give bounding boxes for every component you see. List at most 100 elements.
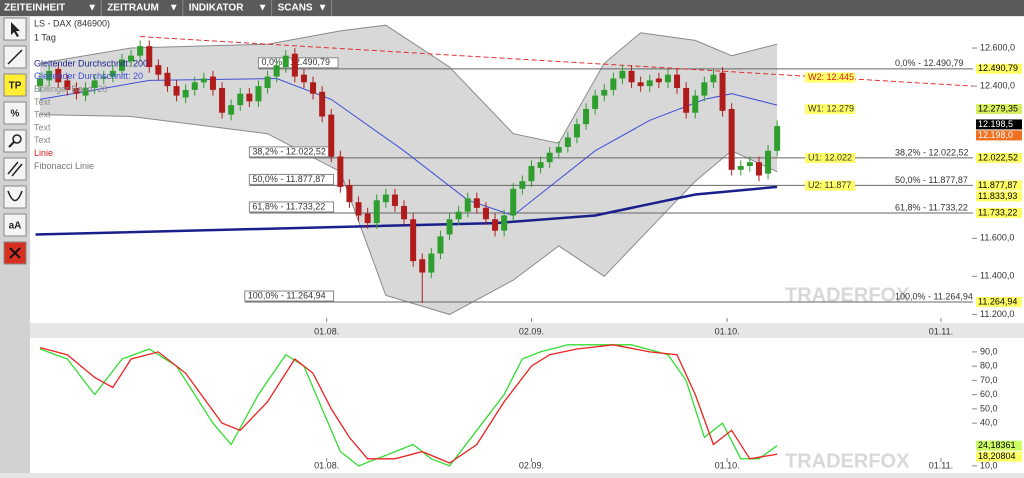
tool-percent[interactable] bbox=[3, 101, 27, 125]
watermark: TRADERFOX bbox=[785, 284, 910, 306]
price-tag-label: 11.877,87 bbox=[978, 180, 1017, 190]
candle-body bbox=[546, 152, 553, 163]
level-box bbox=[805, 180, 855, 191]
candle-body bbox=[273, 65, 280, 77]
candle-body bbox=[674, 74, 681, 88]
y-tick-label: 40,0 bbox=[980, 418, 998, 428]
level-box bbox=[805, 104, 855, 115]
delete-icon bbox=[9, 247, 21, 259]
menu-arrow: ▼ bbox=[169, 3, 179, 14]
legend-entry: Text bbox=[34, 122, 51, 132]
candle-body bbox=[73, 87, 80, 94]
candle-body bbox=[765, 150, 772, 174]
bollinger-upper bbox=[39, 24, 778, 144]
candle-body bbox=[246, 93, 253, 102]
x-tick-label: 01.08. bbox=[314, 460, 339, 470]
tool-search[interactable] bbox=[3, 129, 27, 153]
candle-body bbox=[710, 74, 717, 83]
candle-body bbox=[482, 207, 489, 220]
y-tick-label: 12.600,0 bbox=[980, 42, 1015, 52]
channel-icon bbox=[7, 161, 23, 177]
level-label: U1: 12.022 bbox=[808, 152, 852, 162]
price-tag-label: 11.264,94 bbox=[978, 296, 1017, 306]
price-tag-label: 11.833,93 bbox=[978, 191, 1017, 201]
price-tag bbox=[976, 440, 1022, 451]
y-tick-label: 50,0 bbox=[980, 403, 998, 413]
x-tick-label: 02.09. bbox=[519, 326, 544, 336]
candle-body bbox=[592, 95, 599, 109]
price-tag-label: 18,20804 bbox=[978, 451, 1016, 461]
search-handle bbox=[8, 141, 15, 148]
candle-body bbox=[155, 65, 162, 75]
curve-icon bbox=[7, 190, 23, 202]
fib-label-box bbox=[257, 57, 339, 69]
candle-body bbox=[91, 80, 98, 88]
candle-body bbox=[428, 253, 435, 273]
candle-body bbox=[410, 219, 417, 262]
y-tick-label: 60,0 bbox=[980, 389, 998, 399]
legend-entry: Text bbox=[34, 110, 51, 120]
y-tick-label: 90,0 bbox=[980, 346, 998, 356]
menu-item[interactable]: SCANS bbox=[278, 3, 313, 14]
candle-body bbox=[501, 215, 508, 231]
candle-body bbox=[701, 82, 708, 96]
fib-label: 100,0% - 11.264,94 bbox=[895, 291, 973, 301]
candle-body bbox=[255, 86, 262, 102]
price-tag bbox=[976, 152, 1022, 163]
candle-body bbox=[382, 194, 389, 203]
candle-body bbox=[337, 156, 344, 187]
x-tick-label: 01.08. bbox=[314, 326, 339, 336]
level-box bbox=[805, 72, 855, 83]
candle-body bbox=[719, 72, 726, 111]
menu-item[interactable]: INDIKATOR bbox=[189, 3, 244, 14]
menu-arrow: ▼ bbox=[87, 3, 97, 14]
candle-body bbox=[774, 126, 781, 151]
legend-entry: Linie bbox=[34, 148, 53, 158]
candle-body bbox=[692, 95, 699, 113]
watermark: TRADERFOX bbox=[785, 450, 910, 472]
y-tick-label: 12.400,0 bbox=[980, 80, 1015, 90]
tool-curve[interactable] bbox=[3, 185, 27, 209]
candle-body bbox=[364, 213, 371, 224]
candle-body bbox=[573, 124, 580, 138]
tools: TP % aA bbox=[3, 17, 27, 265]
y-tick-label: 70,0 bbox=[980, 375, 998, 385]
tool-channel[interactable] bbox=[3, 157, 27, 181]
menu-bar bbox=[0, 0, 1024, 16]
candle-body bbox=[164, 72, 171, 87]
price-tag-label: 12.490,79 bbox=[978, 63, 1018, 73]
y-tick-label: 11.600,0 bbox=[980, 233, 1014, 243]
candle-body bbox=[37, 78, 44, 87]
line-icon bbox=[7, 49, 23, 65]
candle-body bbox=[473, 198, 480, 208]
candle-body bbox=[173, 86, 180, 96]
menu-item[interactable]: ZEITEINHEIT bbox=[4, 3, 65, 14]
stoch-panel bbox=[30, 338, 1024, 473]
tool-tp[interactable] bbox=[3, 73, 27, 97]
candle-body bbox=[310, 82, 317, 94]
price-tag bbox=[976, 191, 1022, 202]
fib-label: 50,0% - 11.877,87 bbox=[252, 174, 325, 184]
candle-body bbox=[455, 211, 462, 220]
candle-body bbox=[628, 70, 635, 83]
candle-body bbox=[182, 89, 189, 98]
legend-entry: Gleitender Durchschnitt: 200 bbox=[34, 58, 148, 68]
candle-body bbox=[118, 59, 125, 71]
candle-body bbox=[737, 165, 744, 170]
candle-body bbox=[728, 108, 735, 170]
candle-body bbox=[492, 219, 499, 231]
candle-body bbox=[437, 236, 444, 254]
legend-entry: Fibonacci Linie bbox=[34, 161, 94, 171]
candle-body bbox=[655, 78, 662, 83]
candle-body bbox=[128, 55, 135, 62]
candle-body bbox=[646, 80, 653, 87]
tool-text[interactable] bbox=[3, 213, 27, 237]
fib-label: 100,0% - 11.264,94 bbox=[248, 290, 326, 300]
price-tag bbox=[976, 451, 1022, 462]
candle-body bbox=[191, 82, 198, 90]
candle-body bbox=[264, 76, 271, 88]
candle-body bbox=[755, 162, 762, 176]
candle-body bbox=[228, 105, 235, 115]
menu-item[interactable]: ZEITRAUM bbox=[107, 3, 159, 14]
